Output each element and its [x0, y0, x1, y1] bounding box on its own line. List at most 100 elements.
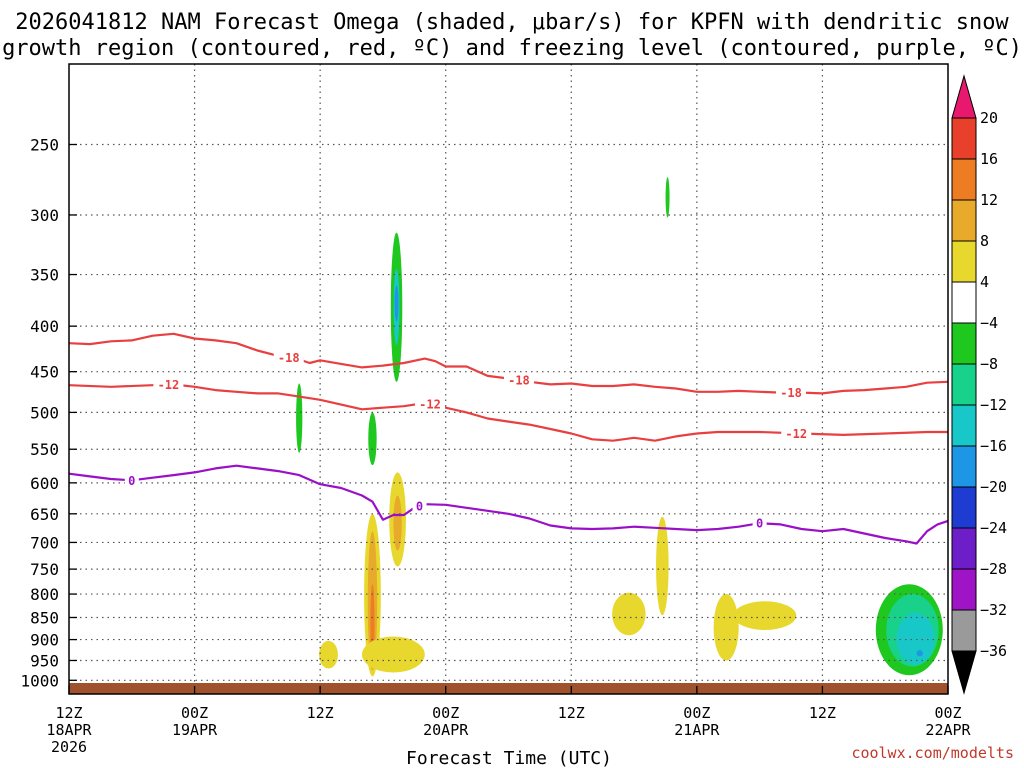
- x-tick-label-84-line1: 00Z: [934, 704, 961, 722]
- colorbar-bin-5: [951, 281, 977, 324]
- colorbar-bin-9: [951, 445, 977, 488]
- x-tick-label-48-line1: 12Z: [558, 704, 585, 722]
- colorbar-label-6: −8: [980, 355, 998, 373]
- x-tick-label-72-line1: 12Z: [809, 704, 836, 722]
- colorbar-bin-13: [951, 609, 977, 652]
- omega-region-5: [665, 177, 670, 218]
- contour-label-freezing-level-2: 0: [756, 517, 763, 531]
- colorbar-bin-3: [951, 199, 977, 242]
- y-tick-label-550: 550: [30, 440, 59, 459]
- contour-layer: -18 -18 -18 -12 -12 -12 0 0 0: [68, 332, 949, 545]
- contour-label-bg-dgz-minus18-2: [776, 385, 807, 400]
- colorbar-label-8: −16: [980, 437, 1007, 455]
- colorbar-label-9: −20: [980, 478, 1007, 496]
- colorbar-bin-8: [951, 404, 977, 447]
- x-tick-label-60-line1: 00Z: [683, 704, 710, 722]
- y-tick-label-700: 700: [30, 533, 59, 552]
- y-tick-label-500: 500: [30, 403, 59, 422]
- colorbar-bin-12: [951, 568, 977, 611]
- contour-label-bg-freezing-level-1: [412, 498, 427, 513]
- plot-frame: [68, 63, 949, 695]
- y-axis: 250 300 350 400 450 500 550 600 650 700 750 800 850 9…: [20, 136, 77, 690]
- omega-shading-layer: [296, 177, 943, 677]
- contour-dgz-minus12: [68, 383, 948, 442]
- colorbar-bin-11: [951, 527, 977, 570]
- omega-region-11: [362, 636, 425, 673]
- omega-region-19: [896, 612, 935, 665]
- ground-band: [69, 682, 948, 694]
- colorbar-bin-2: [951, 158, 977, 201]
- x-tick-label-36-line1: 00Z: [432, 704, 459, 722]
- colorbar-bottom-arrow: [951, 650, 977, 695]
- y-tick-label-750: 750: [30, 560, 59, 579]
- omega-region-4: [368, 412, 377, 466]
- omega-region-12: [319, 640, 338, 669]
- contour-label-dgz-minus12-2: -12: [785, 427, 807, 441]
- omega-region-15: [713, 594, 739, 661]
- y-tick-label-600: 600: [30, 474, 59, 493]
- colorbar-bin-10: [951, 486, 977, 529]
- omega-region-3: [296, 383, 303, 453]
- omega-region-2: [394, 285, 399, 322]
- colorbar-label-3: 8: [980, 232, 989, 250]
- y-tick-label-450: 450: [30, 363, 59, 382]
- colorbar-top-arrow: [951, 74, 977, 119]
- omega-region-14: [656, 516, 669, 616]
- colorbar-label-7: −12: [980, 396, 1007, 414]
- chart-title-line-2: growth region (contoured, red, ºC) and f…: [2, 36, 1022, 61]
- y-tick-label-300: 300: [30, 206, 59, 225]
- x-tick-label-0-line2: 18APR: [46, 721, 92, 739]
- x-tick-label-24-line1: 12Z: [307, 704, 334, 722]
- colorbar-label-12: −32: [980, 601, 1007, 619]
- ground-layer: [69, 682, 948, 694]
- x-axis-label: Forecast Time (UTC): [406, 748, 612, 768]
- contour-label-dgz-minus12-1: -12: [419, 398, 441, 412]
- contour-label-bg-dgz-minus12-1: [415, 397, 446, 412]
- y-tick-label-1000: 1000: [20, 671, 59, 690]
- omega-region-13: [612, 592, 646, 636]
- contour-label-bg-freezing-level-2: [752, 516, 767, 531]
- omega-region-10: [393, 495, 402, 551]
- grid-layer: [69, 64, 948, 694]
- x-tick-label-60-line2: 21APR: [674, 721, 720, 739]
- colorbar-label-13: −36: [980, 642, 1007, 660]
- contour-label-bg-dgz-minus18-0: [273, 350, 304, 365]
- omega-region-20: [916, 650, 923, 657]
- chart-title-line-1: 2026041812 NAM Forecast Omega (shaded, μ…: [15, 10, 1009, 35]
- contour-label-bg-freezing-level-0: [124, 473, 139, 488]
- y-tick-label-850: 850: [30, 608, 59, 627]
- colorbar: 20 16 12 8 4 −4 −8 −12 −16 −20 −24 −28 −32 −36: [951, 74, 1007, 695]
- colorbar-label-5: −4: [980, 314, 998, 332]
- contour-label-freezing-level-0: 0: [128, 474, 135, 488]
- x-tick-label-12-line1: 00Z: [181, 704, 208, 722]
- colorbar-bin-7: [951, 363, 977, 406]
- x-tick-label-36-line2: 20APR: [423, 721, 469, 739]
- colorbar-label-2: 12: [980, 191, 998, 209]
- contour-label-dgz-minus12-0: -12: [158, 378, 180, 392]
- contour-label-dgz-minus18-0: -18: [278, 351, 300, 365]
- x-tick-label-84-line2: 22APR: [925, 721, 971, 739]
- contour-label-dgz-minus18-1: -18: [508, 374, 530, 388]
- colorbar-label-0: 20: [980, 109, 998, 127]
- colorbar-bin-4: [951, 240, 977, 283]
- x-tick-label-0-line1: 12Z: [55, 704, 82, 722]
- credit-text: coolwx.com/modelts: [851, 744, 1014, 762]
- contour-label-dgz-minus18-2: -18: [780, 386, 802, 400]
- y-tick-label-800: 800: [30, 585, 59, 604]
- colorbar-label-10: −24: [980, 519, 1007, 537]
- y-tick-label-650: 650: [30, 505, 59, 524]
- y-tick-label-350: 350: [30, 266, 59, 285]
- contour-label-freezing-level-1: 0: [416, 499, 423, 513]
- x-tick-label-12-line2: 19APR: [172, 721, 218, 739]
- contour-label-bg-dgz-minus12-0: [153, 377, 184, 392]
- contour-label-bg-dgz-minus12-2: [781, 426, 812, 441]
- colorbar-label-1: 16: [980, 150, 998, 168]
- y-tick-label-400: 400: [30, 317, 59, 336]
- omega-region-16: [733, 601, 797, 631]
- y-tick-label-950: 950: [30, 651, 59, 670]
- y-tick-label-900: 900: [30, 631, 59, 650]
- y-tick-label-250: 250: [30, 136, 59, 155]
- x-tick-label-0-line3: 2026: [51, 738, 87, 756]
